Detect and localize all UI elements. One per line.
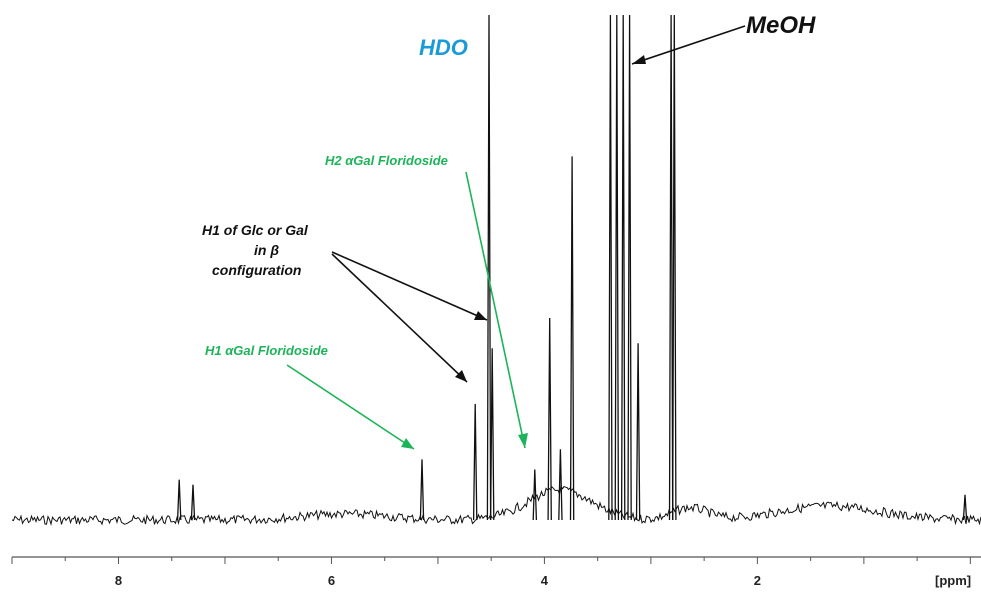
h2-floridoside-arrow — [465, 171, 526, 449]
annotation-configuration: configuration — [212, 262, 301, 278]
peak-10 — [608, 14, 613, 521]
peak-1 — [190, 484, 196, 521]
peak-17 — [962, 494, 968, 521]
peak-13 — [627, 14, 632, 521]
h1-floridoside-arrowhead — [401, 438, 414, 449]
annotation-h2-floridoside: H2 αGal Floridoside — [325, 153, 448, 168]
meoh-arrow — [631, 25, 746, 65]
annotation-hdo: HDO — [419, 35, 468, 60]
peak-6 — [532, 469, 538, 521]
h1-beta-arrowhead-2 — [455, 370, 467, 382]
x-tick-label-2: 2 — [754, 573, 761, 588]
x-axis-label: [ppm] — [935, 573, 971, 588]
annotation-arrows — [286, 25, 746, 450]
annotation-h1-glc-gal: H1 of Glc or Gal — [202, 222, 309, 238]
peak-5 — [489, 348, 495, 521]
spectrum-trace — [11, 484, 981, 527]
peak-9 — [569, 156, 575, 521]
h1-floridoside-arrow — [286, 364, 415, 450]
peak-8 — [558, 449, 563, 521]
peaks-layer — [176, 14, 968, 521]
peak-0 — [176, 479, 182, 521]
annotation-in-beta: in β — [254, 242, 279, 258]
x-axis-ticks: 8 6 4 2 — [11, 557, 971, 588]
h2-floridoside-arrowhead — [518, 433, 528, 448]
annotation-meoh: MeOH — [746, 12, 816, 39]
peak-4 — [486, 14, 492, 521]
peak-3 — [472, 403, 478, 521]
x-tick-label-4: 4 — [541, 573, 549, 588]
x-tick-label-6: 6 — [328, 573, 335, 588]
peak-2 — [419, 459, 425, 521]
h1-beta-arrow-2 — [331, 253, 468, 383]
peak-14 — [635, 343, 641, 521]
peak-15 — [668, 14, 674, 521]
peak-16 — [672, 14, 677, 521]
annotation-h1-floridoside: H1 αGal Floridoside — [205, 343, 328, 358]
h1-beta-arrowhead-1 — [474, 311, 487, 320]
x-tick-label-8: 8 — [115, 573, 122, 588]
peak-11 — [614, 14, 620, 521]
h1-beta-arrow-1 — [331, 251, 488, 321]
meoh-arrowhead — [632, 55, 646, 64]
peak-7 — [547, 317, 552, 521]
peak-12 — [620, 14, 626, 521]
